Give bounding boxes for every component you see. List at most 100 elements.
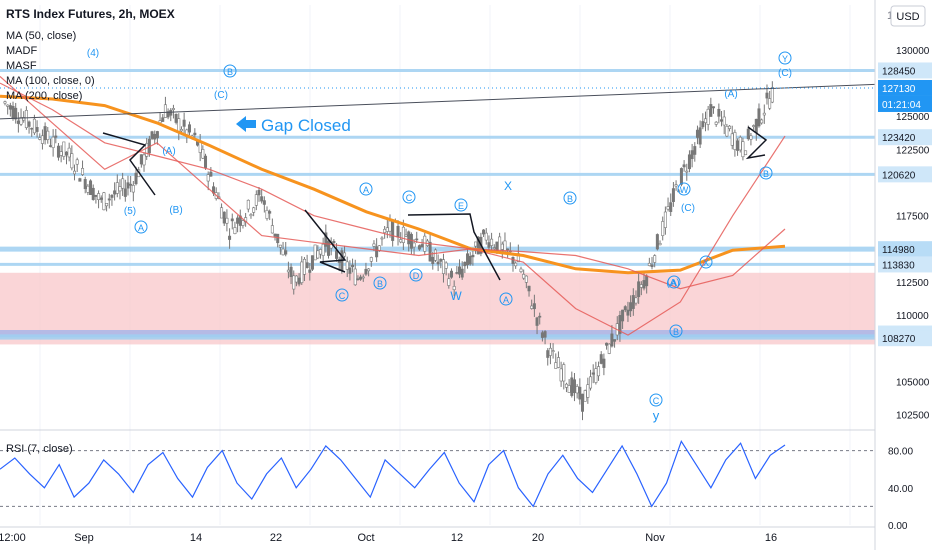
candle-body bbox=[161, 117, 165, 122]
candle-body bbox=[746, 128, 750, 140]
candle-body bbox=[19, 117, 23, 125]
candle-body bbox=[637, 281, 641, 298]
price-tick-label: 112500 bbox=[896, 278, 929, 289]
candle-body bbox=[142, 154, 146, 166]
candle-body bbox=[343, 252, 347, 257]
candle-body bbox=[554, 362, 558, 369]
candle-body bbox=[506, 248, 510, 251]
wave-label-3: (B) bbox=[169, 205, 182, 216]
wave-label-7: (C) bbox=[681, 203, 695, 214]
candle-body bbox=[327, 240, 331, 256]
candle-body bbox=[583, 390, 587, 402]
candle-body bbox=[415, 238, 419, 241]
wave-circle-c bbox=[649, 393, 663, 407]
candle-body bbox=[548, 347, 552, 356]
wave-letter-c: C bbox=[406, 193, 413, 203]
candle-body bbox=[706, 108, 710, 125]
price-tag-strong bbox=[878, 241, 932, 258]
candle-body bbox=[67, 147, 71, 158]
candle-body bbox=[35, 127, 39, 132]
candle-body bbox=[193, 132, 197, 136]
candle-body bbox=[16, 120, 20, 124]
candle-body bbox=[511, 256, 515, 264]
time-tick-label: 12 bbox=[451, 532, 463, 544]
wave-circle-b bbox=[669, 324, 683, 338]
candle-body bbox=[634, 297, 638, 304]
candle-body bbox=[367, 268, 371, 272]
scale-toggle[interactable]: 1 bbox=[887, 10, 893, 22]
currency-label[interactable]: USD bbox=[896, 11, 919, 23]
indicator-legend-1[interactable]: MADF bbox=[6, 45, 37, 57]
rsi-tick-label: 80.00 bbox=[888, 447, 913, 458]
candle-body bbox=[754, 118, 758, 133]
candle-body bbox=[316, 250, 320, 259]
wave-letter-b: B bbox=[377, 279, 383, 289]
candle-body bbox=[578, 386, 582, 400]
candle-body bbox=[463, 261, 467, 267]
candle-body bbox=[760, 119, 764, 124]
candle-body bbox=[30, 127, 34, 130]
wave-label-2: (A) bbox=[162, 146, 175, 157]
candle-body bbox=[412, 242, 416, 248]
candle-body bbox=[538, 315, 542, 318]
candle-body bbox=[698, 127, 702, 145]
wave-label-y: y bbox=[653, 408, 660, 423]
candle-body bbox=[86, 185, 90, 193]
candle-body bbox=[679, 168, 683, 185]
candle-body bbox=[540, 332, 544, 338]
price-tag-label: 113830 bbox=[882, 260, 915, 271]
candle-body bbox=[458, 266, 462, 275]
wave-circle-a bbox=[359, 182, 373, 196]
ma-line-1 bbox=[0, 82, 786, 290]
price-tag-level bbox=[878, 62, 932, 79]
candle-body bbox=[222, 211, 226, 224]
candle-body bbox=[730, 133, 734, 146]
candle-body bbox=[401, 226, 405, 243]
candle-body bbox=[444, 262, 448, 269]
candle-body bbox=[642, 280, 646, 289]
wedge-pattern bbox=[407, 213, 501, 281]
rsi-line bbox=[0, 439, 786, 508]
candle-body bbox=[433, 249, 437, 261]
candle-body bbox=[655, 234, 659, 250]
candle-body bbox=[396, 225, 400, 238]
candle-body bbox=[11, 105, 15, 119]
wave-letter-a: A bbox=[138, 223, 144, 233]
candle-body bbox=[441, 259, 445, 274]
wave-circle-b bbox=[223, 64, 237, 78]
candle-body bbox=[594, 368, 598, 383]
candle-body bbox=[54, 135, 58, 138]
candle-body bbox=[439, 258, 443, 262]
candle-body bbox=[468, 255, 472, 265]
candle-body bbox=[163, 104, 167, 118]
candle-body bbox=[204, 155, 208, 168]
candle-body bbox=[8, 105, 12, 110]
candle-body bbox=[503, 240, 507, 252]
candle-body bbox=[126, 182, 130, 189]
price-tag-countdown bbox=[878, 95, 932, 112]
candle-body bbox=[722, 116, 726, 126]
candle-body bbox=[177, 118, 181, 132]
indicator-legend-4[interactable]: MA (200, close) bbox=[6, 90, 82, 102]
candle-body bbox=[265, 209, 269, 219]
candle-body bbox=[115, 182, 119, 194]
currency-button[interactable] bbox=[890, 5, 926, 27]
candle-body bbox=[359, 276, 363, 280]
candle-body bbox=[709, 104, 713, 117]
candle-body bbox=[356, 278, 360, 281]
candle-body bbox=[572, 379, 576, 393]
wedge-pattern bbox=[304, 209, 347, 273]
indicator-legend-3[interactable]: MA (100, close, 0) bbox=[6, 75, 95, 87]
candle-body bbox=[623, 306, 627, 311]
wave-letter-b: B bbox=[567, 194, 573, 204]
candle-body bbox=[714, 121, 718, 125]
indicator-legend-2[interactable]: MASF bbox=[6, 60, 37, 72]
candle-body bbox=[249, 214, 253, 217]
candle-body bbox=[757, 108, 761, 127]
candle-body bbox=[653, 255, 657, 263]
candle-body bbox=[70, 153, 74, 169]
indicator-legend-0[interactable]: MA (50, close) bbox=[6, 30, 76, 42]
candle-body bbox=[230, 218, 234, 222]
candle-body bbox=[551, 350, 555, 352]
